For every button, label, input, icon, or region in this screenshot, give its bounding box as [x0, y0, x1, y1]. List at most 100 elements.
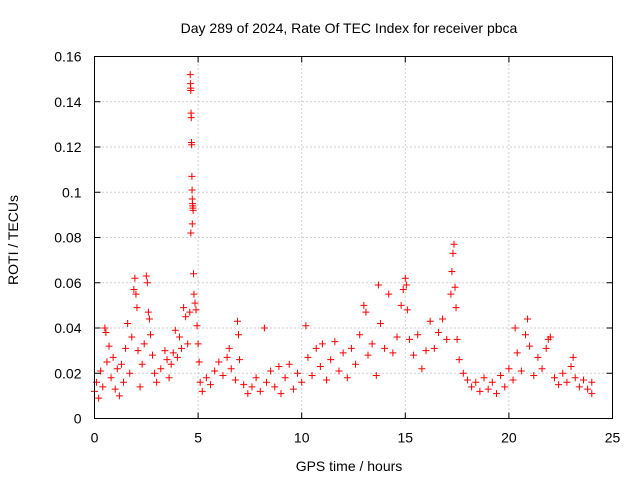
data-point: [414, 331, 422, 339]
grid-lines: [94, 56, 613, 419]
data-point: [524, 315, 532, 323]
data-point: [501, 383, 509, 391]
data-point: [223, 353, 231, 361]
data-point: [289, 385, 297, 393]
data-point: [132, 290, 140, 298]
data-point: [173, 353, 181, 361]
data-point: [439, 315, 447, 323]
data-point: [187, 114, 195, 122]
data-point: [374, 281, 382, 289]
data-point: [449, 249, 457, 257]
data-point: [559, 369, 567, 377]
data-point: [157, 365, 165, 373]
data-point: [215, 358, 223, 366]
data-point: [219, 372, 227, 380]
data-point: [191, 299, 199, 307]
data-point: [579, 376, 587, 384]
data-point: [555, 381, 563, 389]
data-point: [99, 383, 107, 391]
data-point: [356, 331, 364, 339]
data-point: [186, 71, 194, 79]
data-point: [480, 374, 488, 382]
data-point: [240, 381, 248, 389]
data-point: [101, 324, 109, 332]
data-point: [372, 372, 380, 380]
data-point: [105, 342, 113, 350]
data-point: [169, 349, 177, 357]
data-point: [231, 376, 239, 384]
data-point: [323, 376, 331, 384]
data-point: [189, 206, 197, 214]
data-point: [569, 353, 577, 361]
data-point: [331, 338, 339, 346]
data-point: [534, 353, 542, 361]
chart-title: Day 289 of 2024, Rate Of TEC Index for r…: [181, 20, 518, 36]
data-point: [149, 351, 157, 359]
data-point: [509, 376, 517, 384]
data-point: [102, 329, 110, 337]
data-point: [151, 369, 159, 377]
data-point: [362, 308, 370, 316]
data-point: [468, 383, 476, 391]
data-point: [281, 374, 289, 382]
data-point: [115, 392, 123, 400]
data-point: [262, 378, 270, 386]
data-point: [128, 333, 136, 341]
data-point: [343, 374, 351, 382]
data-point: [167, 360, 175, 368]
x-tick-label: 20: [501, 430, 517, 446]
data-point: [260, 324, 268, 332]
data-point: [376, 319, 384, 327]
data-point: [120, 378, 128, 386]
data-point: [294, 369, 302, 377]
data-point: [227, 365, 235, 373]
data-point: [131, 274, 139, 282]
y-tick-label: 0: [74, 411, 82, 427]
data-point: [161, 347, 169, 355]
data-point: [184, 340, 192, 348]
y-tick-label: 0.1: [62, 184, 82, 200]
data-point: [190, 270, 198, 278]
data-point: [302, 322, 310, 330]
data-point: [275, 362, 283, 370]
data-point: [248, 383, 256, 391]
data-point: [194, 340, 202, 348]
data-point: [405, 335, 413, 343]
data-point: [397, 301, 405, 309]
data-point: [188, 186, 196, 194]
data-point: [530, 372, 538, 380]
data-point: [190, 290, 198, 298]
data-point: [459, 369, 467, 377]
data-point: [134, 347, 142, 355]
data-point: [402, 281, 410, 289]
data-point: [571, 374, 579, 382]
data-point: [180, 304, 188, 312]
data-point: [122, 344, 130, 352]
data-point: [364, 351, 372, 359]
data-point: [526, 342, 534, 350]
data-point: [142, 272, 150, 280]
data-point: [588, 378, 596, 386]
x-axis-label: GPS time / hours: [296, 458, 403, 474]
data-point: [327, 356, 335, 364]
data-point: [277, 390, 285, 398]
y-tick-label: 0.02: [54, 365, 81, 381]
data-point: [175, 333, 183, 341]
data-point: [235, 331, 243, 339]
data-point: [178, 344, 186, 352]
data-point: [453, 335, 461, 343]
data-points: [91, 71, 596, 402]
data-point: [133, 304, 141, 312]
data-point: [109, 353, 117, 361]
data-point: [401, 274, 409, 282]
y-tick-label: 0.12: [54, 139, 81, 155]
data-point: [117, 360, 125, 368]
data-point: [95, 394, 103, 402]
data-point: [187, 86, 195, 94]
data-point: [335, 367, 343, 375]
data-point: [426, 317, 434, 325]
y-axis-label: ROTI / TECUs: [5, 195, 21, 285]
data-point: [476, 387, 484, 395]
data-point: [130, 286, 138, 294]
